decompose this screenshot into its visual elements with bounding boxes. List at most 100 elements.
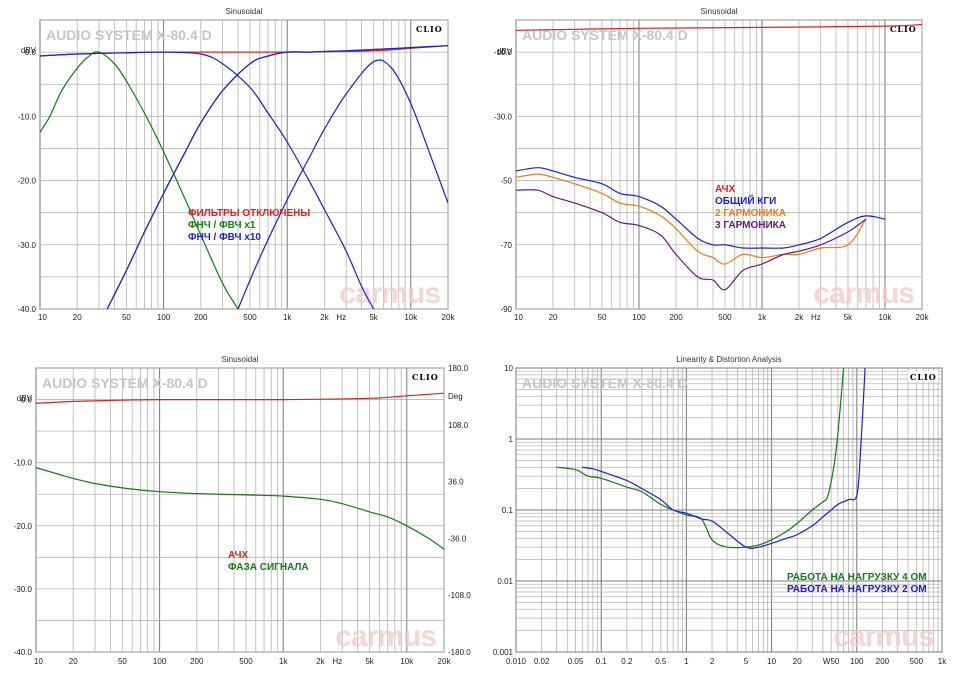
panel-device-label: AUDIO SYSTEM X-80.4 D [522, 375, 688, 391]
x-tick-label: 20k [438, 657, 452, 666]
x-tick-label: 20k [916, 313, 930, 322]
y2-tick-label: 36.0 [448, 478, 464, 487]
x-tick-label: 2k [320, 313, 329, 322]
y-tick-label: -20.0 [18, 177, 37, 186]
x-tick-label: 10 [767, 657, 776, 666]
legend-entry: ФИЛЬТРЫ ОТКЛЮЧЕНЫ [188, 208, 310, 219]
y2-tick-label: -180.0 [448, 648, 471, 657]
carmus-watermark: carmus [335, 620, 436, 653]
x-tick-label: 0.2 [621, 657, 633, 666]
x-tick-label: 0.02 [534, 657, 550, 666]
x-tick-label: 10k [404, 313, 418, 322]
legend-entry: ОБЩИЙ КГИ [715, 194, 776, 207]
x-tick-label: 10k [400, 657, 414, 666]
x-unit-label: Hz [811, 313, 821, 322]
chart-title: Sinusoidal [226, 7, 263, 16]
x-tick-label: 10k [879, 313, 893, 322]
y-tick-label: 0.01 [497, 577, 513, 586]
y2-tick-label: -108.0 [448, 591, 471, 600]
y2-tick-label: 180.0 [448, 364, 469, 373]
y2-tick-label: 108.0 [448, 421, 469, 430]
series-line-blue [106, 45, 448, 309]
x-tick-label: 50 [118, 657, 127, 666]
legend-entry: АЧХ [228, 550, 248, 561]
legend-entry: 3 ГАРМОНИКА [715, 220, 786, 231]
clio-logo: CLIO [416, 24, 443, 34]
chart-panel-p2: Sinusoidal -10.0 -30.0 -50 -70 -90 dBV 10 20 50 10… [494, 7, 930, 322]
y-tick-label: 10 [504, 364, 513, 373]
x-tick-label: 500 [243, 313, 257, 322]
y-tick-label: -90 [500, 305, 512, 314]
x-tick-label: 2k [316, 657, 325, 666]
x-tick-label: 200 [876, 657, 890, 666]
x-tick-label: 5 [744, 657, 749, 666]
series-line-blue [237, 59, 448, 309]
y-unit-label: dBV [21, 46, 37, 55]
x-tick-label: 1k [283, 313, 292, 322]
y-tick-label: 0.001 [493, 648, 514, 657]
x-tick-label: 100 [850, 657, 864, 666]
x-tick-label: 5k [844, 313, 853, 322]
carmus-watermark: carmus [339, 277, 440, 310]
x-tick-label: 20k [442, 313, 456, 322]
y2-unit-label: Deg [448, 392, 463, 401]
x-tick-label: 20 [793, 657, 802, 666]
x-tick-label: 20 [549, 313, 558, 322]
legend-entry: АЧХ [715, 184, 735, 195]
clio-logo: CLIO [412, 372, 439, 382]
panel-device-label: AUDIO SYSTEM X-80.4 D [46, 27, 212, 43]
x-unit-label: Hz [332, 657, 342, 666]
series-line-green [40, 51, 239, 309]
x-tick-label: 0.5 [655, 657, 667, 666]
legend-entry: РАБОТА НА НАГРУЗКУ 2 ОМ [787, 584, 927, 595]
x-tick-label: 50 [122, 313, 131, 322]
y-tick-label: -70 [500, 241, 512, 250]
y2-tick-label: -36.0 [448, 534, 467, 543]
chart-title: Linearity & Distortion Analysis [676, 355, 781, 364]
x-tick-label: 10 [38, 313, 47, 322]
series-line-green [36, 467, 444, 550]
x-tick-label: 100 [157, 313, 171, 322]
series-line-red [36, 392, 444, 404]
series-line-green [556, 368, 845, 549]
carmus-watermark: carmus [833, 620, 934, 653]
series-line-blue [582, 368, 866, 549]
x-tick-label: 20 [73, 313, 82, 322]
x-tick-label: 2k [795, 313, 804, 322]
chart-panel-p4: Linearity & Distortion Analysis 10 1 0.1 0.0… [493, 355, 947, 666]
y-tick-label: -30.0 [18, 241, 37, 250]
series-line-blue [516, 167, 886, 249]
x-tick-label: 1k [938, 657, 947, 666]
x-tick-label: 200 [190, 657, 204, 666]
y-tick-label: -50 [500, 177, 512, 186]
legend-entry: 2 ГАРМОНИКА [715, 208, 786, 219]
y-tick-label: -30.0 [14, 585, 33, 594]
x-tick-label: 500 [910, 657, 924, 666]
x-tick-label: 100 [632, 313, 646, 322]
x-tick-label: 100 [153, 657, 167, 666]
y-tick-label: 0.1 [502, 506, 514, 515]
x-tick-label: 0.010 [506, 657, 527, 666]
chart-title: Sinusoidal [222, 355, 259, 364]
series-line-red [516, 23, 922, 31]
x-unit-label: Hz [336, 313, 346, 322]
x-tick-label: 10 [34, 657, 43, 666]
panel-device-label: AUDIO SYSTEM X-80.4 D [42, 375, 208, 391]
y-unit-label: dBV [497, 47, 513, 56]
series-line-orange [516, 173, 867, 265]
clio-logo-bg [908, 371, 938, 382]
x-tick-label: 500 [718, 313, 732, 322]
chart-panel-p1: Sinusoidal 0.0 -10.0 -20.0 -30.0 -40.0 dBV 10 20… [18, 7, 456, 322]
chart-panel-p3: Sinusoidal 0.0 -10.0 -20.0 -30.0 -40.0 dBV 180.… [14, 355, 471, 666]
y-tick-label: 0.0 [21, 396, 33, 405]
x-tick-label: 0.1 [596, 657, 608, 666]
x-tick-label: 200 [194, 313, 208, 322]
y-tick-label: -10.0 [14, 459, 33, 468]
x-tick-label: 200 [669, 313, 683, 322]
y-unit-label: dBV [17, 394, 33, 403]
x-tick-label: 5k [369, 313, 378, 322]
clio-logo-bg [410, 371, 440, 382]
y-tick-label: -40.0 [18, 305, 37, 314]
y-tick-label: -10.0 [494, 48, 513, 57]
